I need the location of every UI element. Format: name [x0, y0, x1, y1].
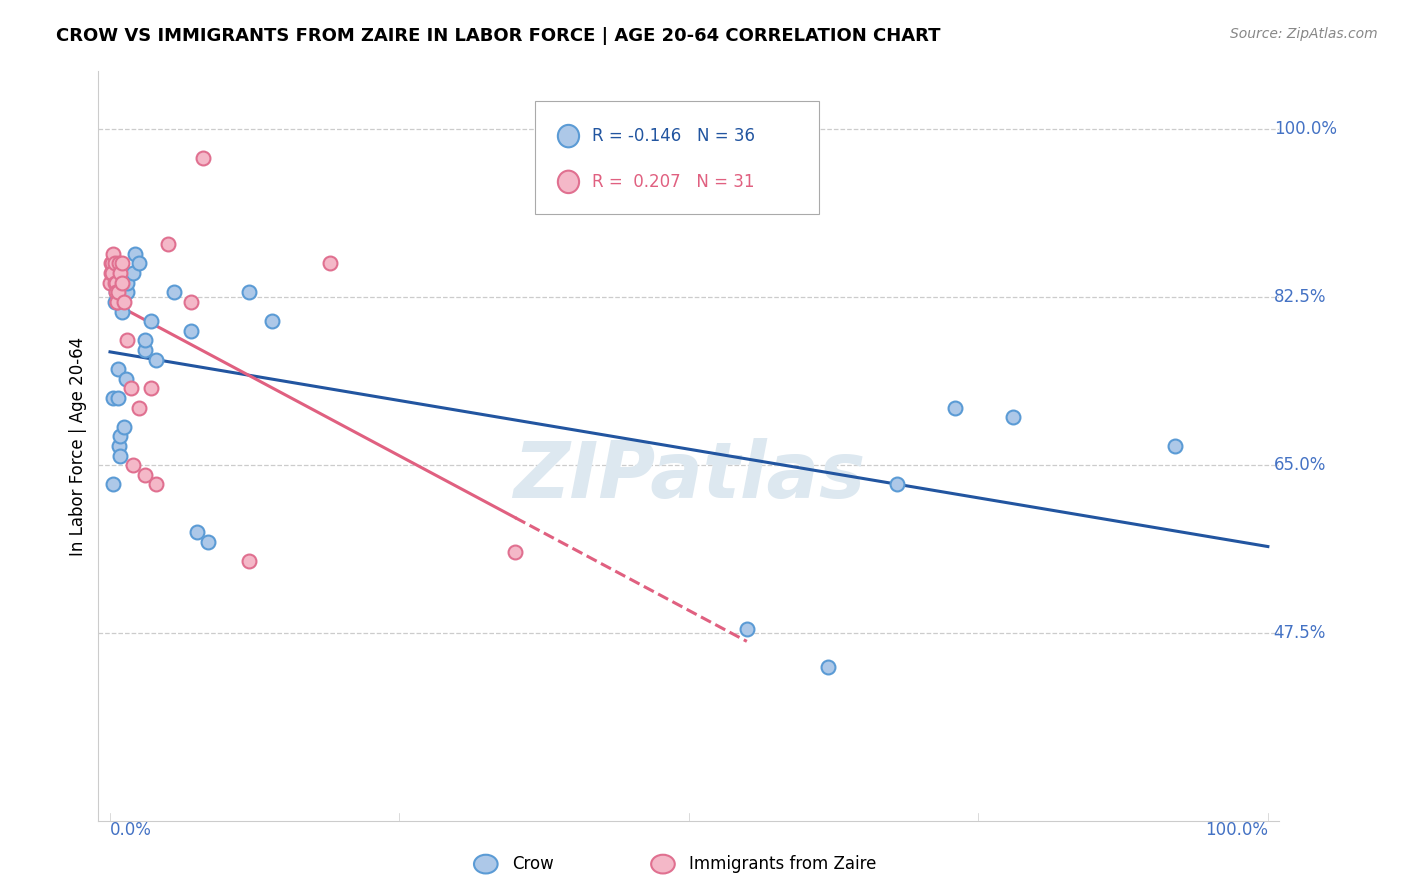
Ellipse shape	[558, 170, 579, 194]
Point	[117, 285, 139, 300]
Point	[134, 334, 156, 348]
Point	[112, 294, 135, 309]
Point	[134, 343, 156, 357]
Point	[128, 256, 150, 270]
Point	[180, 324, 202, 338]
Point	[817, 660, 839, 674]
Y-axis label: In Labor Force | Age 20-64: In Labor Force | Age 20-64	[69, 336, 87, 556]
Point	[163, 285, 186, 300]
Text: CROW VS IMMIGRANTS FROM ZAIRE IN LABOR FORCE | AGE 20-64 CORRELATION CHART: CROW VS IMMIGRANTS FROM ZAIRE IN LABOR F…	[56, 27, 941, 45]
Point	[104, 256, 127, 270]
Text: R = -0.146   N = 36: R = -0.146 N = 36	[592, 127, 755, 145]
Point	[122, 266, 145, 280]
Point	[145, 352, 167, 367]
Point	[104, 276, 127, 290]
Point	[117, 276, 139, 290]
Point	[105, 294, 128, 309]
Ellipse shape	[651, 855, 675, 873]
Point	[262, 314, 284, 328]
Point	[503, 544, 526, 558]
Point	[886, 477, 908, 491]
Point	[115, 372, 138, 386]
Text: R =  0.207   N = 31: R = 0.207 N = 31	[592, 173, 755, 191]
Point	[735, 622, 758, 636]
Point	[128, 401, 150, 415]
Point	[319, 256, 342, 270]
Text: Immigrants from Zaire: Immigrants from Zaire	[689, 855, 876, 873]
Point	[238, 285, 260, 300]
Point	[103, 391, 125, 405]
Point	[134, 467, 156, 482]
Point	[139, 381, 162, 395]
Point	[108, 439, 131, 453]
Point	[120, 381, 142, 395]
Point	[139, 314, 162, 328]
Point	[110, 294, 132, 309]
Point	[110, 449, 132, 463]
Point	[101, 266, 124, 280]
Point	[105, 294, 128, 309]
Point	[107, 285, 129, 300]
Point	[104, 294, 127, 309]
Point	[105, 285, 128, 300]
Point	[117, 334, 139, 348]
Point	[1164, 439, 1187, 453]
Point	[101, 256, 124, 270]
Point	[110, 429, 132, 443]
FancyBboxPatch shape	[536, 102, 818, 214]
Point	[98, 276, 121, 290]
Text: 0.0%: 0.0%	[110, 821, 152, 838]
Point	[107, 362, 129, 376]
Ellipse shape	[558, 125, 579, 147]
Point	[105, 276, 128, 290]
Point	[100, 256, 122, 270]
Point	[191, 151, 214, 165]
Text: 100.0%: 100.0%	[1205, 821, 1268, 838]
Point	[1002, 410, 1025, 425]
Point	[186, 525, 208, 540]
Point	[104, 285, 127, 300]
Point	[104, 285, 127, 300]
Point	[100, 266, 122, 280]
Point	[124, 247, 146, 261]
Point	[103, 477, 125, 491]
Text: 82.5%: 82.5%	[1274, 288, 1326, 306]
Point	[104, 276, 127, 290]
Ellipse shape	[474, 855, 498, 873]
Point	[145, 477, 167, 491]
Point	[103, 247, 125, 261]
Point	[110, 304, 132, 318]
Point	[108, 256, 131, 270]
Point	[112, 419, 135, 434]
Point	[122, 458, 145, 473]
Point	[180, 294, 202, 309]
Point	[110, 266, 132, 280]
Text: Source: ZipAtlas.com: Source: ZipAtlas.com	[1230, 27, 1378, 41]
Point	[943, 401, 966, 415]
Text: 100.0%: 100.0%	[1274, 120, 1337, 138]
Point	[110, 256, 132, 270]
Text: Crow: Crow	[512, 855, 554, 873]
Point	[110, 276, 132, 290]
Point	[156, 237, 179, 252]
Text: 47.5%: 47.5%	[1274, 624, 1326, 642]
Point	[197, 535, 219, 549]
Point	[107, 391, 129, 405]
Text: 65.0%: 65.0%	[1274, 456, 1326, 475]
Text: ZIPatlas: ZIPatlas	[513, 438, 865, 514]
Point	[238, 554, 260, 568]
